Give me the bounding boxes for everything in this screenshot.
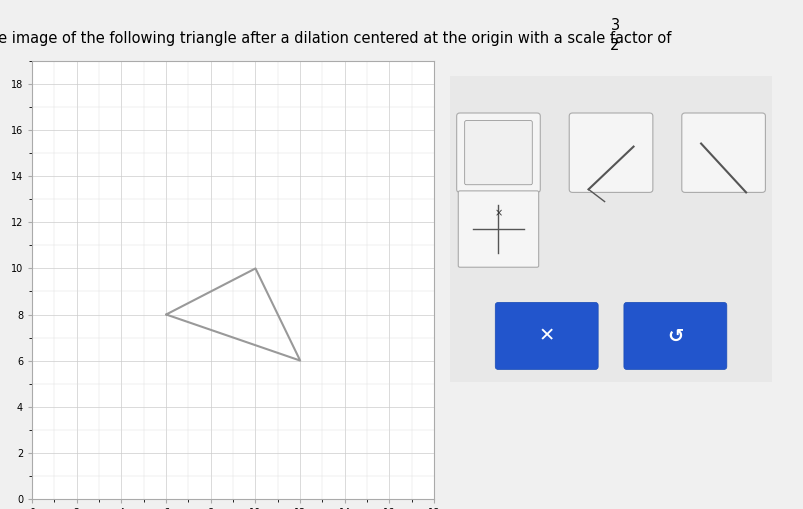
FancyBboxPatch shape [681, 113, 764, 192]
FancyBboxPatch shape [458, 191, 538, 267]
FancyBboxPatch shape [495, 302, 597, 370]
Text: 2: 2 [609, 38, 619, 53]
FancyBboxPatch shape [569, 113, 652, 192]
Text: 3: 3 [609, 18, 619, 33]
Text: ↺: ↺ [666, 326, 683, 346]
Text: _: _ [610, 28, 618, 43]
FancyBboxPatch shape [456, 113, 540, 192]
FancyBboxPatch shape [623, 302, 726, 370]
Text: Draw the image of the following triangle after a dilation centered at the origin: Draw the image of the following triangle… [0, 31, 671, 45]
Text: ✕: ✕ [538, 326, 554, 346]
FancyBboxPatch shape [464, 121, 532, 185]
Text: ×: × [494, 209, 502, 219]
FancyBboxPatch shape [445, 72, 776, 386]
